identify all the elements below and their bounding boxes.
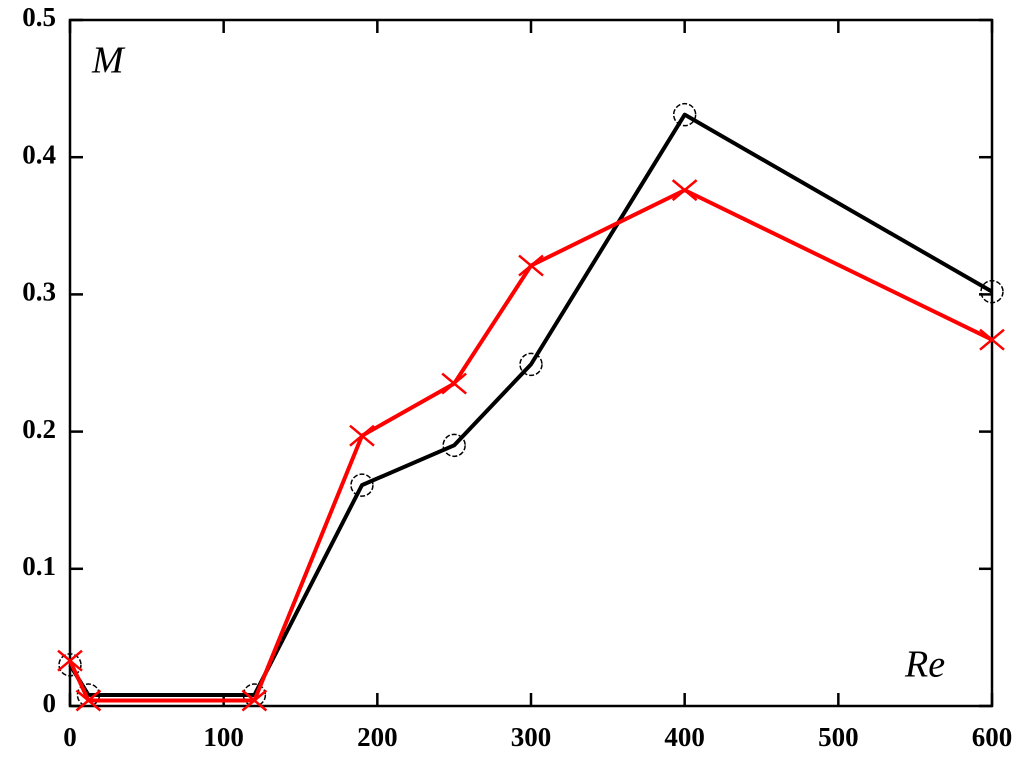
data-point bbox=[241, 689, 268, 712]
x-tick-label: 300 bbox=[511, 722, 552, 752]
data-point bbox=[75, 689, 102, 712]
y-tick-label: 0.2 bbox=[22, 414, 56, 444]
data-point bbox=[58, 653, 82, 677]
x-tick-label: 100 bbox=[203, 722, 244, 752]
y-tick-label: 0.4 bbox=[22, 139, 56, 169]
y-axis-label: M bbox=[91, 40, 126, 82]
series-line bbox=[68, 112, 993, 698]
data-point bbox=[57, 649, 83, 672]
y-tick-label: 0.1 bbox=[22, 551, 56, 581]
y-tick-label: 0.3 bbox=[22, 277, 56, 307]
series-line bbox=[68, 188, 993, 703]
data-point bbox=[519, 352, 543, 377]
data-point bbox=[350, 473, 374, 497]
data-point bbox=[980, 279, 1004, 304]
x-tick-label: 200 bbox=[357, 722, 398, 752]
y-tick-label: 0.5 bbox=[22, 2, 56, 32]
x-tick-label: 500 bbox=[818, 722, 859, 752]
x-tick-label: 0 bbox=[63, 722, 77, 752]
data-point bbox=[242, 683, 267, 707]
data-point bbox=[518, 254, 544, 277]
data-point bbox=[349, 424, 375, 447]
data-point bbox=[442, 433, 466, 458]
data-point bbox=[979, 328, 1005, 351]
x-tick-label: 400 bbox=[664, 722, 705, 752]
y-tick-label: 0 bbox=[43, 688, 57, 718]
data-point bbox=[76, 683, 101, 707]
data-point bbox=[671, 179, 698, 202]
data-point bbox=[672, 102, 697, 127]
x-tick-label: 600 bbox=[972, 722, 1013, 752]
x-axis-label: Re bbox=[904, 644, 945, 686]
data-point bbox=[441, 372, 467, 395]
